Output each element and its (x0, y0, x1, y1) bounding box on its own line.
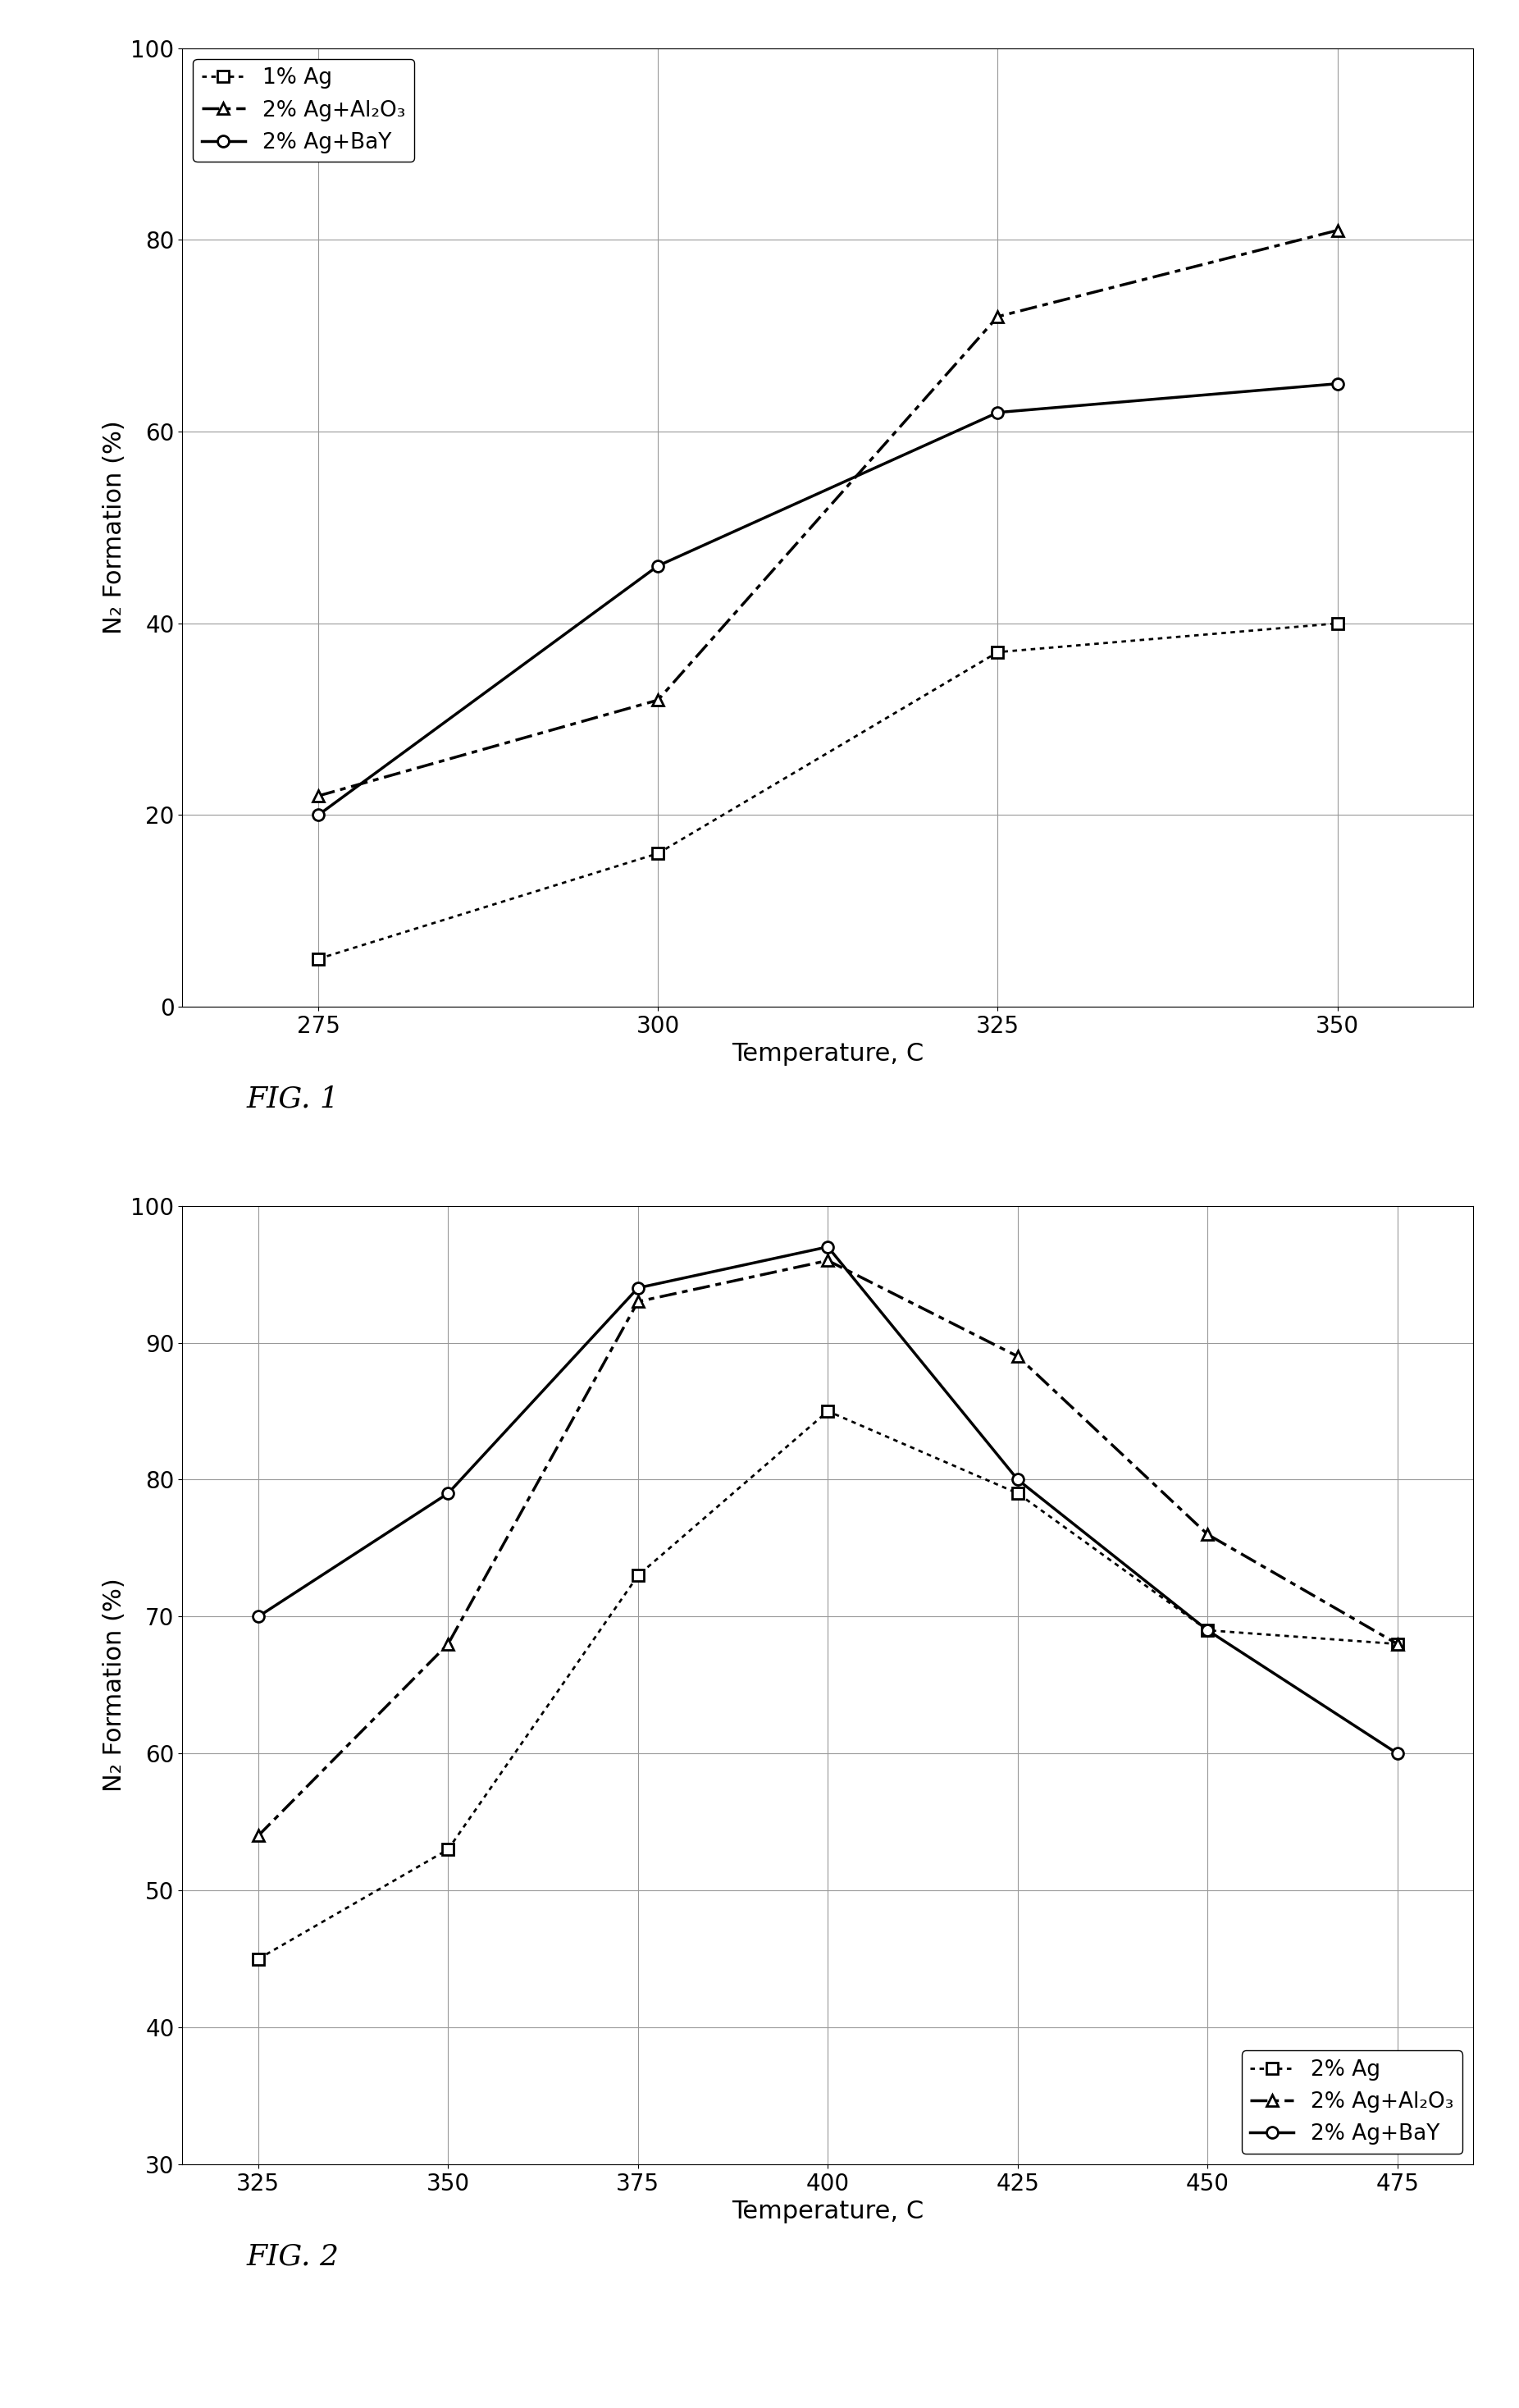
2% Ag (1009, 1479, 1027, 1507)
Text: FIG. 2: FIG. 2 (246, 2242, 340, 2271)
Line: 2% Ag+BaY: 2% Ag+BaY (313, 378, 1343, 821)
2% Ag+BaY (629, 1274, 647, 1303)
X-axis label: Temperature, C: Temperature, C (732, 1043, 924, 1067)
Line: 2% Ag+Al₂O₃: 2% Ag+Al₂O₃ (252, 1255, 1404, 1842)
2% Ag (819, 1397, 837, 1426)
2% Ag+BaY (1388, 1739, 1407, 1767)
1% Ag (649, 838, 667, 867)
Line: 2% Ag+Al₂O₃: 2% Ag+Al₂O₃ (313, 224, 1343, 802)
2% Ag+Al₂O₃ (1329, 217, 1347, 246)
Line: 2% Ag+BaY: 2% Ag+BaY (252, 1240, 1404, 1760)
2% Ag+Al₂O₃ (649, 686, 667, 715)
2% Ag (1198, 1616, 1217, 1645)
2% Ag+Al₂O₃ (439, 1630, 457, 1659)
2% Ag+BaY (819, 1233, 837, 1262)
X-axis label: Temperature, C: Temperature, C (732, 2201, 924, 2223)
2% Ag (1388, 1630, 1407, 1659)
Text: FIG. 1: FIG. 1 (246, 1084, 340, 1112)
2% Ag (249, 1946, 267, 1975)
2% Ag (629, 1560, 647, 1589)
2% Ag+Al₂O₃ (1388, 1630, 1407, 1659)
2% Ag+Al₂O₃ (819, 1245, 837, 1274)
2% Ag+Al₂O₃ (1009, 1341, 1027, 1370)
2% Ag+BaY (1329, 368, 1347, 397)
Y-axis label: N₂ Formation (%): N₂ Formation (%) (102, 421, 126, 633)
1% Ag (989, 638, 1007, 667)
2% Ag+BaY (1198, 1616, 1217, 1645)
Legend: 2% Ag, 2% Ag+Al₂O₃, 2% Ag+BaY: 2% Ag, 2% Ag+Al₂O₃, 2% Ag+BaY (1241, 2052, 1463, 2153)
Y-axis label: N₂ Formation (%): N₂ Formation (%) (102, 1577, 126, 1792)
2% Ag+BaY (989, 397, 1007, 426)
2% Ag+Al₂O₃ (989, 301, 1007, 330)
1% Ag (1329, 609, 1347, 638)
2% Ag+Al₂O₃ (629, 1288, 647, 1317)
2% Ag+BaY (439, 1479, 457, 1507)
2% Ag+BaY (1009, 1464, 1027, 1493)
2% Ag+Al₂O₃ (308, 783, 327, 811)
2% Ag (439, 1835, 457, 1864)
2% Ag+Al₂O₃ (1198, 1519, 1217, 1548)
2% Ag+Al₂O₃ (249, 1820, 267, 1849)
2% Ag+BaY (308, 799, 327, 828)
Line: 2% Ag: 2% Ag (252, 1406, 1404, 1965)
Line: 1% Ag: 1% Ag (313, 619, 1343, 966)
2% Ag+BaY (249, 1601, 267, 1630)
2% Ag+BaY (649, 551, 667, 580)
1% Ag (308, 944, 327, 973)
Legend: 1% Ag, 2% Ag+Al₂O₃, 2% Ag+BaY: 1% Ag, 2% Ag+Al₂O₃, 2% Ag+BaY (193, 58, 415, 161)
